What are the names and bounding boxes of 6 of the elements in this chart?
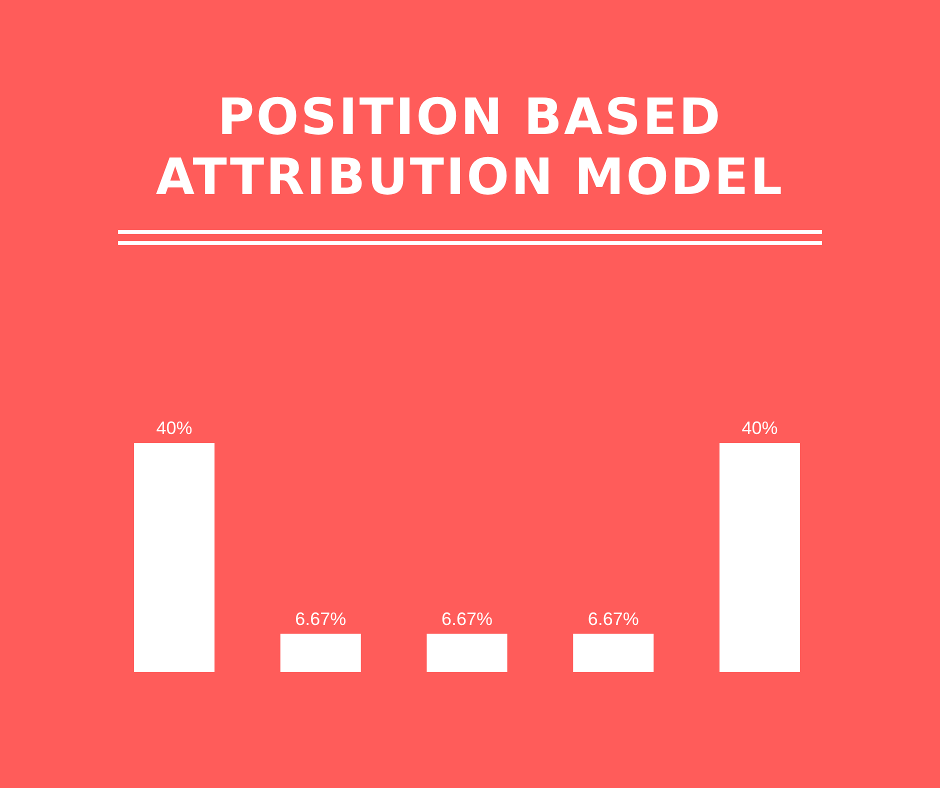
chart-title: POSITION BASED ATTRIBUTION MODEL	[156, 88, 784, 206]
data-label: 6.67%	[588, 608, 639, 629]
data-label: 40%	[742, 418, 778, 438]
data-label: 6.67%	[295, 608, 346, 629]
data-label: 6.67%	[441, 608, 493, 629]
data-label: 40%	[156, 418, 192, 438]
